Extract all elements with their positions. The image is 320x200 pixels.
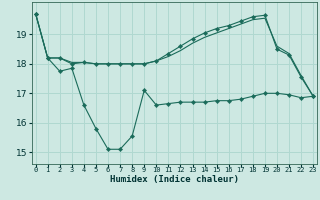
X-axis label: Humidex (Indice chaleur): Humidex (Indice chaleur) [110, 175, 239, 184]
